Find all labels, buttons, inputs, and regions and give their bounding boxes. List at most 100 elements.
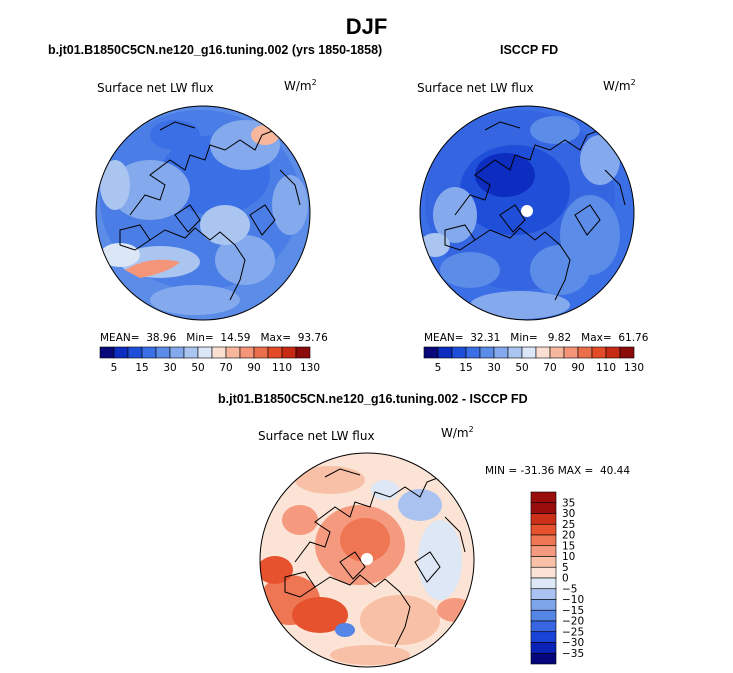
colorbar-tick-label: 5 xyxy=(435,362,442,374)
map-obs-pole-hole xyxy=(521,205,533,217)
colorbar-tick-label: 110 xyxy=(596,362,616,374)
panel-2-stats: MEAN= 32.31 Min= 9.82 Max= 61.76 xyxy=(424,332,649,344)
colorbar-tick-label: −15 xyxy=(562,605,584,617)
colorbar-swatch xyxy=(253,346,269,359)
colorbar-tick-label: 15 xyxy=(562,540,575,552)
colorbar-swatch xyxy=(530,491,557,504)
map-diff-border xyxy=(259,452,475,668)
colorbar-tick-label: 70 xyxy=(543,362,556,374)
colorbar-tick-label: −25 xyxy=(562,626,584,638)
colorbar-swatch xyxy=(267,346,283,359)
colorbar-swatch xyxy=(530,523,557,536)
colorbar-swatch xyxy=(465,346,481,359)
colorbar-tick-label: 5 xyxy=(562,562,569,574)
colorbar-tick-label: 0 xyxy=(562,573,569,585)
bottom-title: b.jt01.B1850C5CN.ne120_g16.tuning.002 - … xyxy=(218,392,528,406)
colorbar-swatch xyxy=(155,346,171,359)
map-diff-pole-hole xyxy=(361,553,373,565)
map-diff-coastlines xyxy=(284,468,466,648)
colorbar-swatch xyxy=(530,502,557,514)
colorbar-swatch xyxy=(530,566,557,579)
colorbar-swatch xyxy=(99,346,115,359)
colorbar-swatch xyxy=(521,346,537,359)
colorbar-tick-label: 10 xyxy=(562,551,575,563)
panel-1-stats: MEAN= 38.96 Min= 14.59 Max= 93.76 xyxy=(100,332,328,344)
colorbar-tick-label: 130 xyxy=(624,362,644,374)
colorbar-swatch xyxy=(577,346,593,359)
colorbar-tick-label: 110 xyxy=(272,362,292,374)
colorbar-swatch xyxy=(530,652,557,665)
colorbar-swatch xyxy=(563,346,579,359)
colorbar-tick-label: 35 xyxy=(562,497,575,509)
colorbar-swatch xyxy=(113,346,129,359)
colorbar-swatch xyxy=(530,513,557,525)
colorbar-tick-label: 5 xyxy=(111,362,118,374)
colorbar-tick-label: 15 xyxy=(135,362,148,374)
map-model-coastlines xyxy=(119,121,301,301)
colorbar-swatch xyxy=(239,346,255,359)
colorbar-swatch xyxy=(530,642,557,654)
colorbar-swatch xyxy=(619,346,635,359)
map-obs-coastlines xyxy=(444,121,626,301)
figure-title: DJF xyxy=(345,14,388,39)
colorbar-swatch xyxy=(530,534,557,547)
panel-2-variable-label: Surface net LW flux xyxy=(417,81,534,95)
colorbar-tick-label: −10 xyxy=(562,594,584,606)
colorbar-swatch xyxy=(530,556,557,568)
map-model xyxy=(96,106,310,320)
colorbar-tick-label: −35 xyxy=(562,648,584,660)
colorbar-tick-label: 20 xyxy=(562,530,575,542)
colorbar-swatch xyxy=(141,346,157,359)
colorbar-tick-label: −30 xyxy=(562,637,584,649)
colorbar-swatch xyxy=(530,577,557,590)
colorbar-swatch xyxy=(591,346,607,359)
colorbar-swatch xyxy=(211,346,227,359)
colorbar-model: 5 15 30 50 70 90 110 130 xyxy=(99,346,320,374)
colorbar-tick-label: −5 xyxy=(562,583,577,595)
colorbar-tick-label: 50 xyxy=(515,362,528,374)
panel-3-variable-label: Surface net LW flux xyxy=(258,429,375,443)
colorbar-swatch xyxy=(530,609,557,622)
panel-1-units: W/m2 xyxy=(284,78,317,93)
panel-3-stats: MIN = -31.36 MAX = 40.44 xyxy=(485,465,631,477)
colorbar-tick-label: 70 xyxy=(219,362,232,374)
map-model-border xyxy=(95,105,311,321)
colorbar-swatch xyxy=(423,346,439,359)
colorbar-tick-label: 30 xyxy=(163,362,176,374)
colorbar-obs: 5 15 30 50 70 90 110 130 xyxy=(423,346,644,374)
colorbar-swatch xyxy=(295,346,311,359)
colorbar-tick-label: 130 xyxy=(300,362,320,374)
colorbar-swatch xyxy=(281,346,297,359)
colorbar-swatch xyxy=(183,346,199,359)
colorbar-swatch xyxy=(530,545,557,557)
colorbar-swatch xyxy=(225,346,241,359)
colorbar-swatch xyxy=(530,631,557,643)
map-diff xyxy=(260,453,474,667)
colorbar-tick-label: 50 xyxy=(191,362,204,374)
colorbar-tick-label: 30 xyxy=(562,508,575,520)
colorbar-tick-label: 90 xyxy=(247,362,260,374)
panel-1-subtitle: b.jt01.B1850C5CN.ne120_g16.tuning.002 (y… xyxy=(48,43,383,57)
colorbar-swatch xyxy=(451,346,467,359)
colorbar-swatch xyxy=(530,588,557,600)
colorbar-tick-label: 25 xyxy=(562,519,575,531)
colorbar-swatch xyxy=(605,346,621,359)
colorbar-swatch xyxy=(493,346,509,359)
colorbar-swatch xyxy=(530,599,557,611)
colorbar-swatch xyxy=(549,346,565,359)
map-obs-border xyxy=(419,105,635,321)
panel-3-units: W/m2 xyxy=(441,425,474,440)
colorbar-swatch xyxy=(479,346,495,359)
colorbar-swatch xyxy=(535,346,551,359)
panel-1-variable-label: Surface net LW flux xyxy=(97,81,214,95)
colorbar-tick-label: 15 xyxy=(459,362,472,374)
colorbar-swatch xyxy=(127,346,143,359)
colorbar-swatch xyxy=(437,346,453,359)
colorbar-tick-label: 90 xyxy=(571,362,584,374)
colorbar-swatch xyxy=(197,346,213,359)
colorbar-swatch xyxy=(530,620,557,633)
colorbar-swatch xyxy=(169,346,185,359)
colorbar-tick-label: 30 xyxy=(487,362,500,374)
